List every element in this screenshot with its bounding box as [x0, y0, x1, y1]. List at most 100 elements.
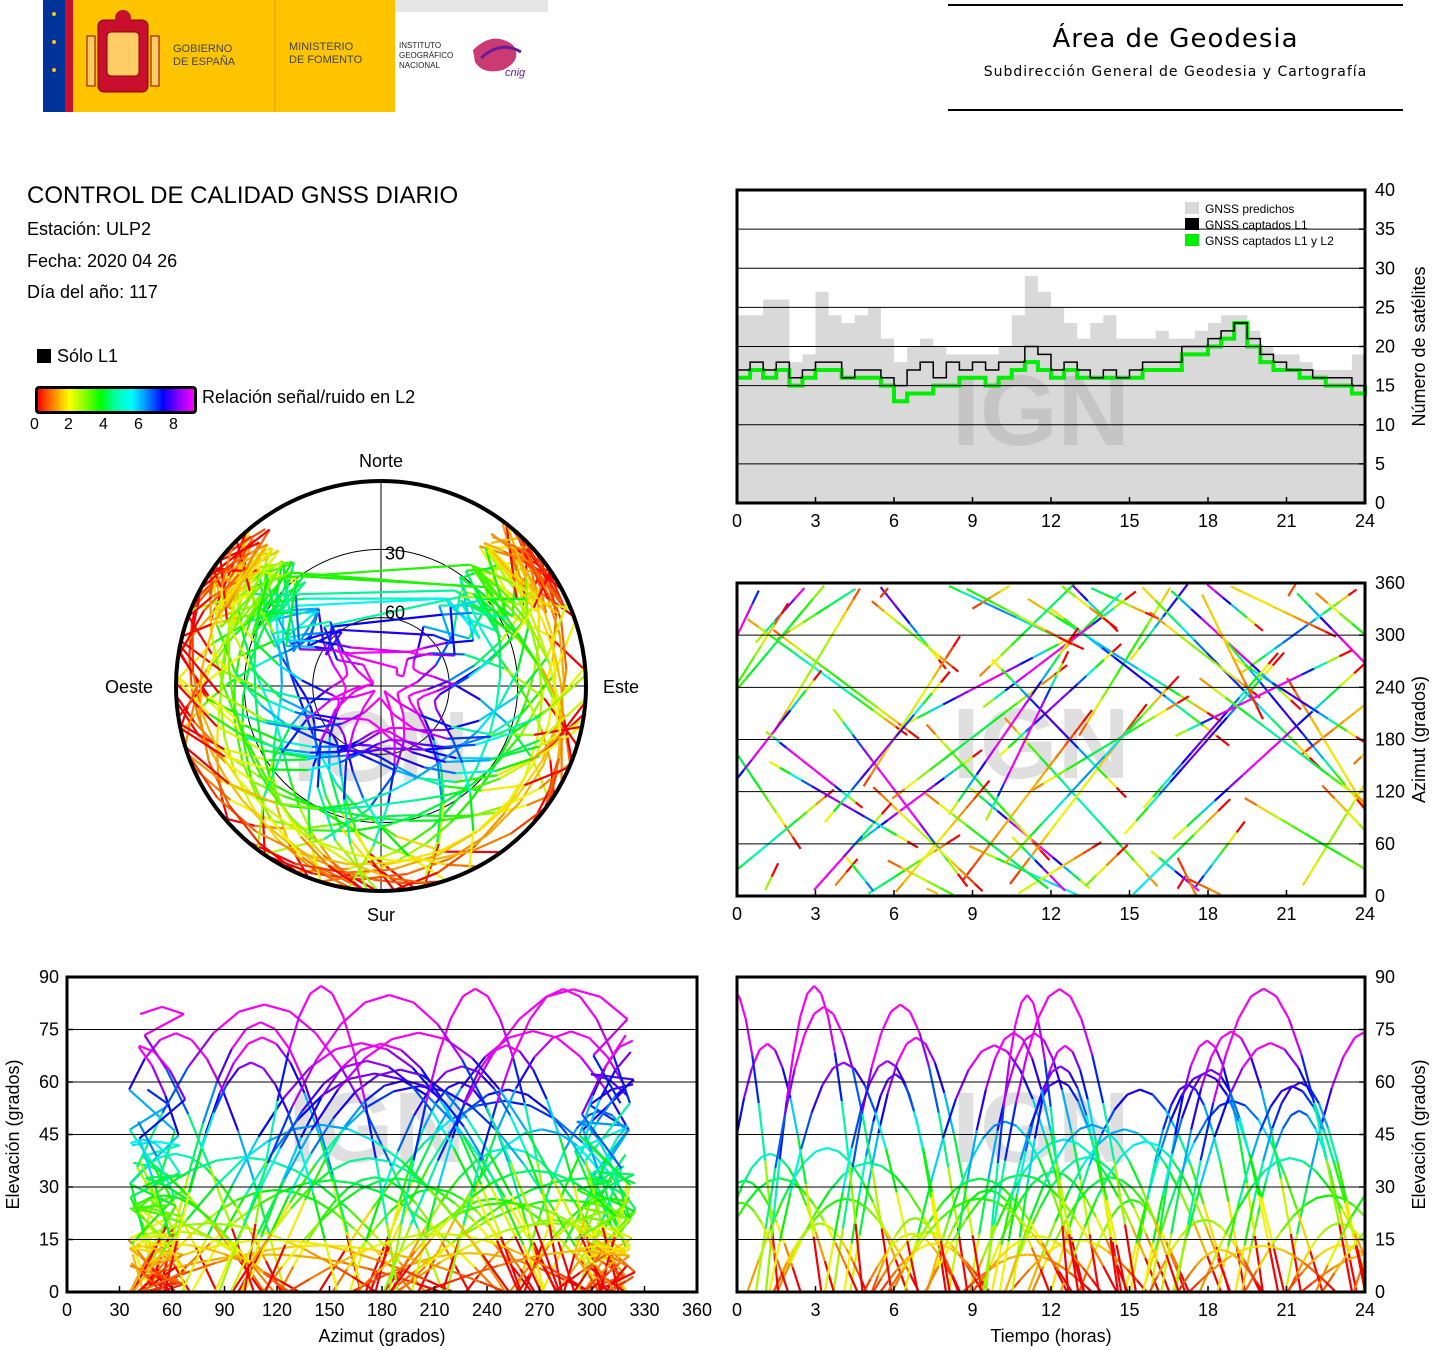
azimuth-track-segment — [1217, 798, 1232, 812]
azimuth-track-segment — [1273, 641, 1284, 650]
elev-az-track-segment — [319, 1202, 341, 1223]
azimuth-track-segment — [1302, 754, 1317, 767]
elev-time-track-segment — [937, 1243, 948, 1292]
azimuth-track-segment — [1201, 594, 1210, 608]
azimuth-track-segment — [1244, 797, 1258, 807]
sky-track-segment — [539, 674, 586, 718]
elev-az-track-segment — [522, 1253, 549, 1261]
elev-az-track-segment — [506, 1201, 528, 1206]
sky-track-segment — [490, 571, 514, 585]
elev-az-track-segment — [434, 1086, 449, 1104]
azimuth-track-segment — [1021, 623, 1034, 636]
elev-az-track-segment — [360, 1042, 382, 1052]
azimuth-track-segment — [926, 880, 941, 890]
elev-time-track-segment — [1084, 1197, 1097, 1218]
sky-track-segment — [516, 634, 538, 664]
elev-time-track-segment — [1294, 1261, 1304, 1278]
azimuth-track-segment — [992, 601, 1007, 611]
y-tick-label: 120 — [1375, 782, 1405, 802]
elev-az-track-segment — [437, 1137, 454, 1186]
elev-time-track-segment — [1193, 1119, 1208, 1144]
sky-track-segment — [445, 863, 479, 868]
elev-time-track-segment — [979, 1177, 993, 1183]
elev-time-track-segment — [1333, 1253, 1348, 1274]
azimuth-track-segment — [1032, 650, 1047, 659]
elev-time-track-segment — [1271, 1243, 1286, 1292]
sky-track-segment — [341, 711, 366, 725]
azimuth-track-segment — [1018, 615, 1034, 625]
elev-az-track-segment — [250, 1233, 273, 1263]
elev-az-track-segment — [187, 1123, 204, 1176]
elev-time-track-segment — [1338, 1215, 1353, 1240]
black-square-icon — [37, 349, 51, 363]
elev-az-track-segment — [568, 1218, 580, 1227]
azimuth-track-segment — [1176, 857, 1185, 871]
elev-az-track-segment — [257, 1096, 286, 1138]
elev-az-track-segment — [345, 1059, 368, 1068]
elev-az-track-segment — [596, 1095, 617, 1123]
elev-time-track-segment — [1162, 1104, 1173, 1130]
azimuth-track-segment — [1343, 711, 1356, 722]
elev-az-track-segment — [410, 1236, 427, 1292]
y-tick-label: 75 — [1375, 1020, 1395, 1040]
sky-track-segment — [296, 597, 448, 607]
elev-az-track-segment — [233, 1203, 259, 1224]
elev-time-track-segment — [1382, 1272, 1390, 1282]
elev-time-track-segment — [1097, 1244, 1109, 1253]
elev-az-track-segment — [266, 1106, 294, 1164]
azimuth-track-segment — [1057, 806, 1070, 821]
azimuth-track-segment — [975, 760, 987, 776]
azimuth-track-segment — [1287, 583, 1297, 597]
azimuth-track-segment — [1058, 727, 1070, 740]
azimuth-track-segment — [1317, 729, 1328, 745]
azimuth-track-segment — [1009, 870, 1021, 885]
azimuth-track-segment — [1180, 599, 1192, 610]
elev-az-track-segment — [552, 1030, 572, 1040]
header-logos: GOBIERNO DE ESPAÑA MINISTERIO DE FOMENTO I… — [43, 0, 548, 112]
elev-time-track-segment — [1091, 1278, 1103, 1292]
azimuth-track-segment — [1054, 863, 1065, 872]
elev-time-track-segment — [758, 1042, 768, 1051]
horizon-circle — [174, 479, 588, 893]
elev-time-track-segment — [1079, 1123, 1093, 1131]
azimuth-track-segment — [1017, 886, 1029, 895]
elev-time-track-segment — [773, 1049, 784, 1069]
elev-time-track-segment — [1002, 1059, 1011, 1107]
azimuth-track-segment — [857, 872, 867, 883]
azimuth-track-segment — [1049, 874, 1059, 884]
azimuth-track-segment — [1069, 631, 1083, 643]
sky-track-segment — [489, 739, 540, 762]
elev-az-track-segment — [214, 1240, 239, 1292]
elev-time-track-segment — [1031, 1058, 1043, 1090]
elev-az-track-segment — [479, 1102, 498, 1161]
elev-time-track-segment — [895, 1244, 906, 1256]
elev-az-track-segment — [138, 1270, 187, 1292]
x-tick-label: 21 — [1276, 1300, 1296, 1320]
azimuth-track-segment — [1171, 762, 1183, 776]
azimuth-track-segment — [1161, 587, 1171, 601]
elev-time-track-segment — [1068, 1164, 1085, 1192]
azimuth-track-segment — [1054, 745, 1066, 760]
azimuth-track-segment — [743, 759, 753, 771]
azimuth-track-segment — [941, 750, 956, 762]
azimuth-track-segment — [943, 770, 955, 779]
elev-time-track-segment — [815, 1146, 828, 1153]
elev-time-track-segment — [928, 1067, 940, 1113]
azimuth-track-segment — [775, 812, 786, 826]
sky-track-segment — [362, 797, 383, 828]
azimuth-track-segment — [1174, 870, 1184, 879]
sky-track-segment — [450, 598, 486, 609]
azimuth-track-segment — [1194, 874, 1205, 888]
azimuth-track-segment — [724, 692, 735, 705]
elev-az-track-segment — [212, 1084, 228, 1114]
elev-az-track-segment — [552, 1178, 581, 1235]
elev-az-track-segment — [578, 1095, 594, 1136]
elev-time-track-segment — [906, 1190, 922, 1213]
azimuth-track-segment — [1096, 767, 1108, 779]
x-tick-label: 24 — [1355, 904, 1375, 924]
azimuth-track-segment — [1180, 625, 1195, 641]
azimuth-track-segment — [1240, 590, 1253, 598]
sky-track-segment — [360, 814, 387, 821]
azimuth-track-segment — [855, 691, 868, 701]
elev-az-track-segment — [433, 1187, 449, 1193]
